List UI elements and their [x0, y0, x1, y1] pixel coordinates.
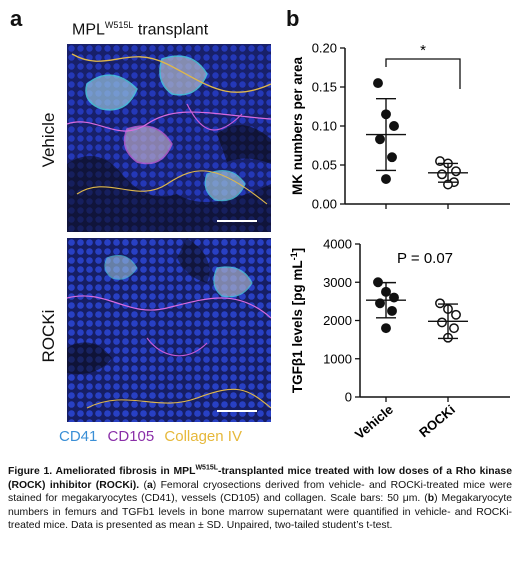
panel-b-label: b [286, 6, 300, 31]
data-point [449, 323, 459, 334]
data-point [381, 323, 391, 334]
caption-part-b-text: ) Megakaryocyte numbers in femurs and TG… [8, 493, 512, 532]
y-axis-label: MK numbers per area [290, 56, 305, 195]
caption-part-a-text: Femoral cryosections derived from vehicl… [8, 479, 512, 505]
caption-title: Figure 1. Ameliorated fibrosis in MPLW51… [8, 465, 512, 491]
p-value-label: P = 0.07 [397, 250, 453, 267]
chart-tgfb1: 0 1000 2000 3000 4000 TGFβ1 levels [pg mL-1] V… [290, 237, 510, 442]
transplant-title: MPLW515L transplant [72, 20, 208, 39]
x-category-label: ROCKi [416, 402, 458, 440]
y-axis-label-sup: -1 [290, 252, 299, 260]
y-tick-label: 0.10 [312, 119, 337, 134]
micrograph-rocki [67, 238, 271, 422]
significance-bracket [385, 58, 461, 89]
y-tick-label: 1000 [323, 351, 352, 366]
x-category-label: Vehicle [352, 402, 396, 442]
data-point [375, 134, 385, 145]
y-tick-label: 0.15 [312, 80, 337, 95]
caption-title-sup: W515L [195, 465, 218, 472]
y-tick-label: 4000 [323, 237, 352, 252]
panel-a-label: a [10, 6, 23, 31]
data-point [435, 298, 445, 309]
row-label-rocki: ROCKi [39, 309, 58, 363]
scale-bar-rocki [217, 410, 257, 412]
data-point [387, 152, 397, 163]
data-point [387, 305, 397, 316]
chart-mk-numbers: 0.00 0.05 0.10 0.15 0.20 MK numbers per area * [290, 41, 510, 212]
y-tick-label: 0.20 [312, 41, 337, 56]
data-point [373, 78, 383, 89]
row-label-vehicle: Vehicle [39, 112, 58, 168]
data-point [437, 317, 447, 328]
micrograph-vehicle-image [67, 44, 271, 232]
significance-label: * [420, 42, 426, 59]
scale-bar-vehicle [217, 220, 257, 222]
caption-title-pre: Figure 1. Ameliorated fibrosis in MPL [8, 466, 196, 478]
y-tick-label: 2000 [323, 313, 352, 328]
y-tick-label: 0 [345, 390, 352, 405]
micrograph-vehicle [67, 44, 271, 232]
stain-collagen: Collagen IV [164, 428, 242, 445]
stain-legend: CD41 CD105 Collagen IV [59, 428, 248, 445]
transplant-title-sup: W515L [104, 20, 134, 30]
data-point [375, 298, 385, 309]
micrograph-rocki-image [67, 238, 271, 422]
caption-part-b-label: b [427, 493, 435, 505]
stain-cd105: CD105 [107, 428, 155, 445]
caption-title-post: -transplanted mice treated with low dose… [8, 466, 512, 491]
data-point [451, 309, 461, 320]
y-tick-label: 0.00 [312, 197, 337, 212]
y-axis-label-text: MK numbers per area [290, 56, 305, 195]
figure-caption: Figure 1. Ameliorated fibrosis in MPLW51… [8, 465, 512, 532]
transplant-title-pre: MPL [72, 21, 105, 39]
transplant-title-post: transplant [133, 21, 209, 39]
data-point [437, 169, 447, 180]
data-point [451, 166, 461, 177]
y-axis-label: TGFβ1 levels [pg mL-1] [290, 248, 305, 393]
stain-cd41: CD41 [59, 428, 98, 445]
y-tick-label: 0.05 [312, 158, 337, 173]
data-point [381, 174, 391, 184]
caption-part-a-label: a [146, 479, 153, 491]
data-point [389, 121, 399, 131]
y-axis-label-text: TGFβ1 levels [pg mL [290, 260, 305, 393]
y-axis-label-close: ] [290, 248, 305, 253]
y-tick-label: 3000 [323, 275, 352, 290]
